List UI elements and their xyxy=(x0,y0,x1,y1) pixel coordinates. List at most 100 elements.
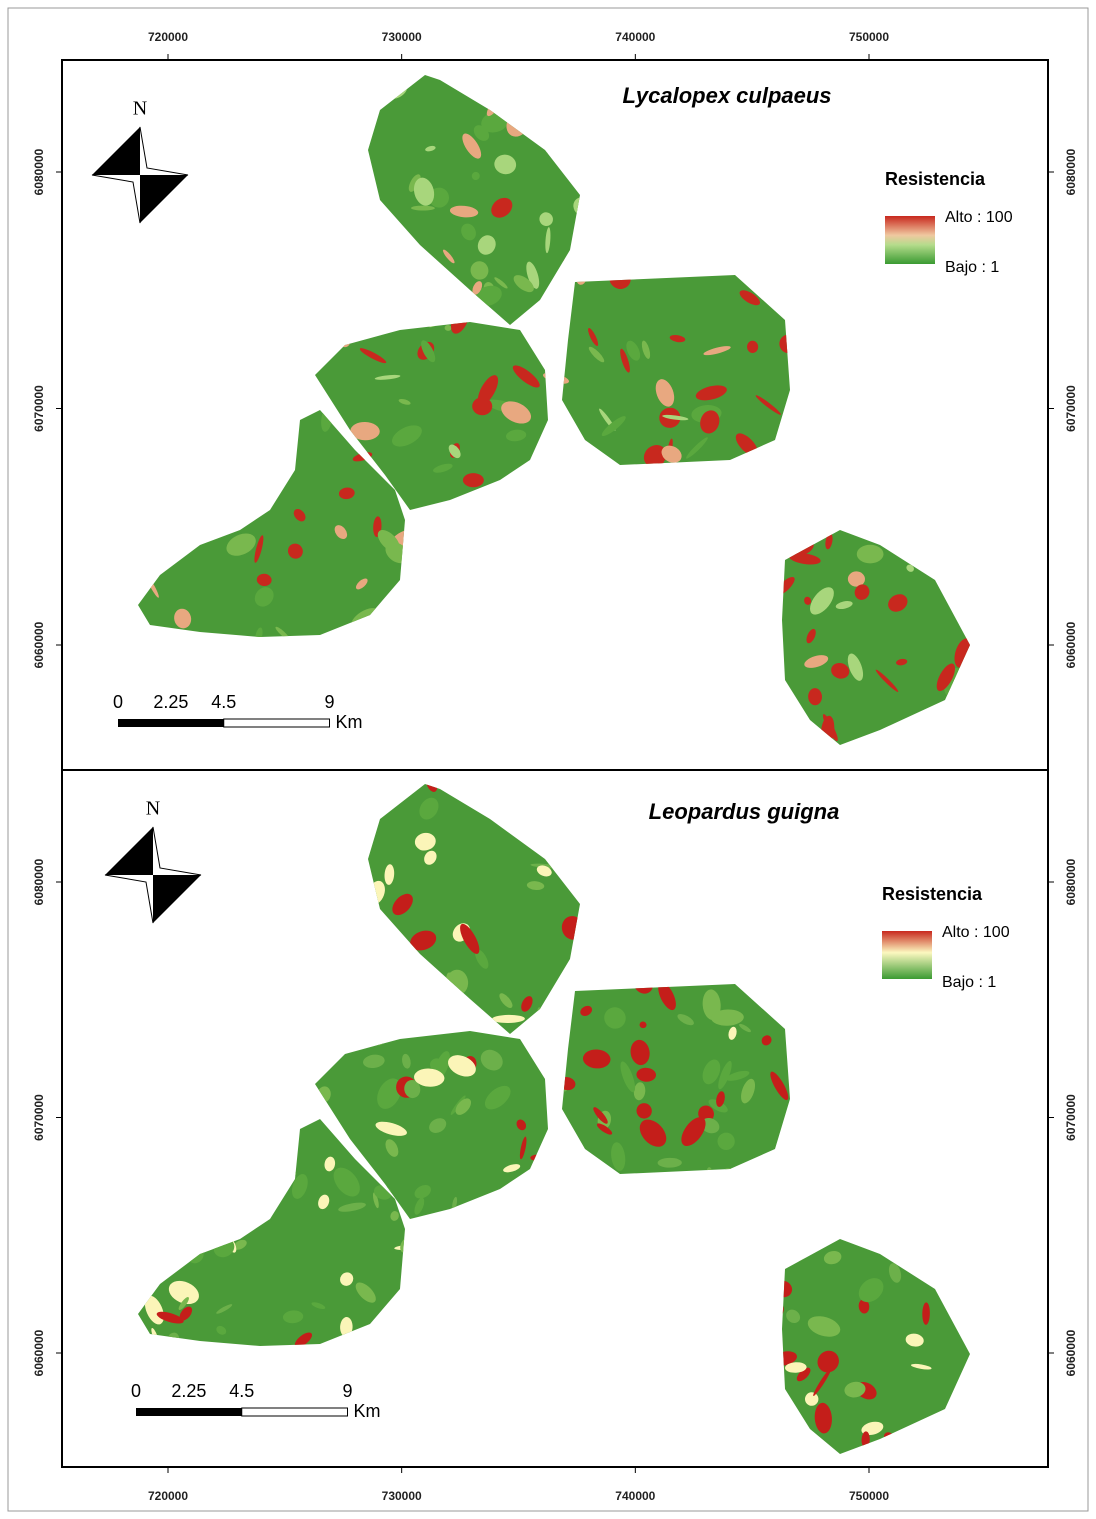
land-patch xyxy=(764,464,780,496)
land-patch xyxy=(152,230,174,246)
land-patch xyxy=(264,207,280,222)
land-patch xyxy=(189,208,208,227)
land-patch xyxy=(546,1368,570,1392)
land-patch xyxy=(690,1174,710,1187)
land-patch xyxy=(730,165,756,196)
land-patch xyxy=(343,879,357,890)
land-patch xyxy=(197,811,220,839)
land-patch xyxy=(711,1394,737,1422)
land-patch xyxy=(603,593,622,624)
land-patch xyxy=(367,819,372,841)
land-patch xyxy=(949,768,973,798)
land-patch xyxy=(943,313,953,324)
land-patch xyxy=(825,1101,833,1134)
land-patch xyxy=(674,539,695,556)
land-patch xyxy=(836,281,874,311)
land-patch xyxy=(350,218,362,230)
land-patch xyxy=(710,621,723,632)
land-patch xyxy=(847,1052,859,1065)
land-patch xyxy=(474,716,500,750)
land-patch xyxy=(194,265,201,277)
land-patch xyxy=(913,1226,932,1257)
land-patch xyxy=(926,396,943,408)
land-patch xyxy=(515,1324,540,1344)
land-patch xyxy=(658,498,681,518)
land-patch xyxy=(881,149,898,167)
y-coord-label: 6070000 xyxy=(1064,1094,1078,1141)
land-patch xyxy=(145,1077,168,1096)
land-patch xyxy=(251,176,267,202)
land-patch xyxy=(699,1455,718,1471)
land-patch xyxy=(718,733,744,759)
land-patch xyxy=(555,1178,573,1208)
scale-label: 2.25 xyxy=(171,1381,206,1401)
land-patch xyxy=(652,200,666,214)
land-patch xyxy=(534,654,562,683)
land-patch xyxy=(509,684,536,708)
land-patch xyxy=(856,1144,885,1166)
land-patch xyxy=(649,647,668,666)
land-patch xyxy=(366,218,386,240)
land-patch xyxy=(373,748,392,768)
land-patch xyxy=(248,404,273,440)
land-patch xyxy=(604,501,622,534)
y-coord-label: 6070000 xyxy=(32,385,46,432)
land-patch xyxy=(921,1187,942,1207)
land-patch xyxy=(762,1155,781,1175)
scale-label: 0 xyxy=(113,692,123,712)
land-patch xyxy=(624,1193,639,1207)
land-patch xyxy=(702,500,729,528)
land-patch xyxy=(703,644,717,656)
land-patch xyxy=(544,133,563,156)
land-patch xyxy=(397,573,423,604)
land-patch xyxy=(410,1261,434,1285)
land-patch xyxy=(579,1377,608,1393)
land-patch xyxy=(461,532,477,547)
land-patch xyxy=(214,320,228,333)
land-patch xyxy=(581,196,601,223)
land-patch xyxy=(787,1119,805,1143)
y-coord-label: 6080000 xyxy=(32,858,46,905)
land-patch xyxy=(651,721,677,732)
north-label: N xyxy=(146,798,160,820)
land-patch xyxy=(953,1244,968,1257)
land-patch xyxy=(229,127,239,137)
land-patch xyxy=(934,98,950,120)
land-patch xyxy=(317,198,337,211)
land-patch xyxy=(343,642,364,657)
land-patch xyxy=(770,521,799,551)
land-patch xyxy=(920,356,948,381)
land-patch xyxy=(616,530,626,542)
land-patch xyxy=(543,625,568,650)
land-patch xyxy=(441,1434,473,1457)
land-patch xyxy=(252,239,258,266)
land-patch xyxy=(828,1058,855,1092)
land-patch xyxy=(157,448,171,473)
land-patch xyxy=(617,1253,634,1264)
land-patch xyxy=(264,195,284,220)
land-patch xyxy=(576,576,600,600)
land-patch xyxy=(375,645,407,676)
y-coord-label: 6060000 xyxy=(1064,621,1078,668)
land-patch xyxy=(938,1182,962,1203)
land-patch xyxy=(900,1193,922,1215)
land-patch xyxy=(741,916,754,931)
land-patch xyxy=(807,934,833,959)
land-patch xyxy=(577,672,597,691)
land-patch xyxy=(215,1085,231,1100)
land-patch xyxy=(362,780,385,791)
land-patch xyxy=(905,328,931,357)
land-patch xyxy=(939,1085,955,1095)
land-patch xyxy=(556,1259,586,1276)
land-patch xyxy=(267,1063,279,1077)
land-patch xyxy=(777,178,796,187)
land-patch xyxy=(714,701,723,715)
land-patch xyxy=(837,1213,861,1235)
scale-bar xyxy=(118,719,224,727)
land-patch xyxy=(578,939,605,975)
land-patch xyxy=(147,480,171,503)
land-patch xyxy=(929,114,951,127)
land-patch xyxy=(223,815,236,835)
land-patch xyxy=(196,1002,222,1022)
land-patch xyxy=(219,822,249,852)
